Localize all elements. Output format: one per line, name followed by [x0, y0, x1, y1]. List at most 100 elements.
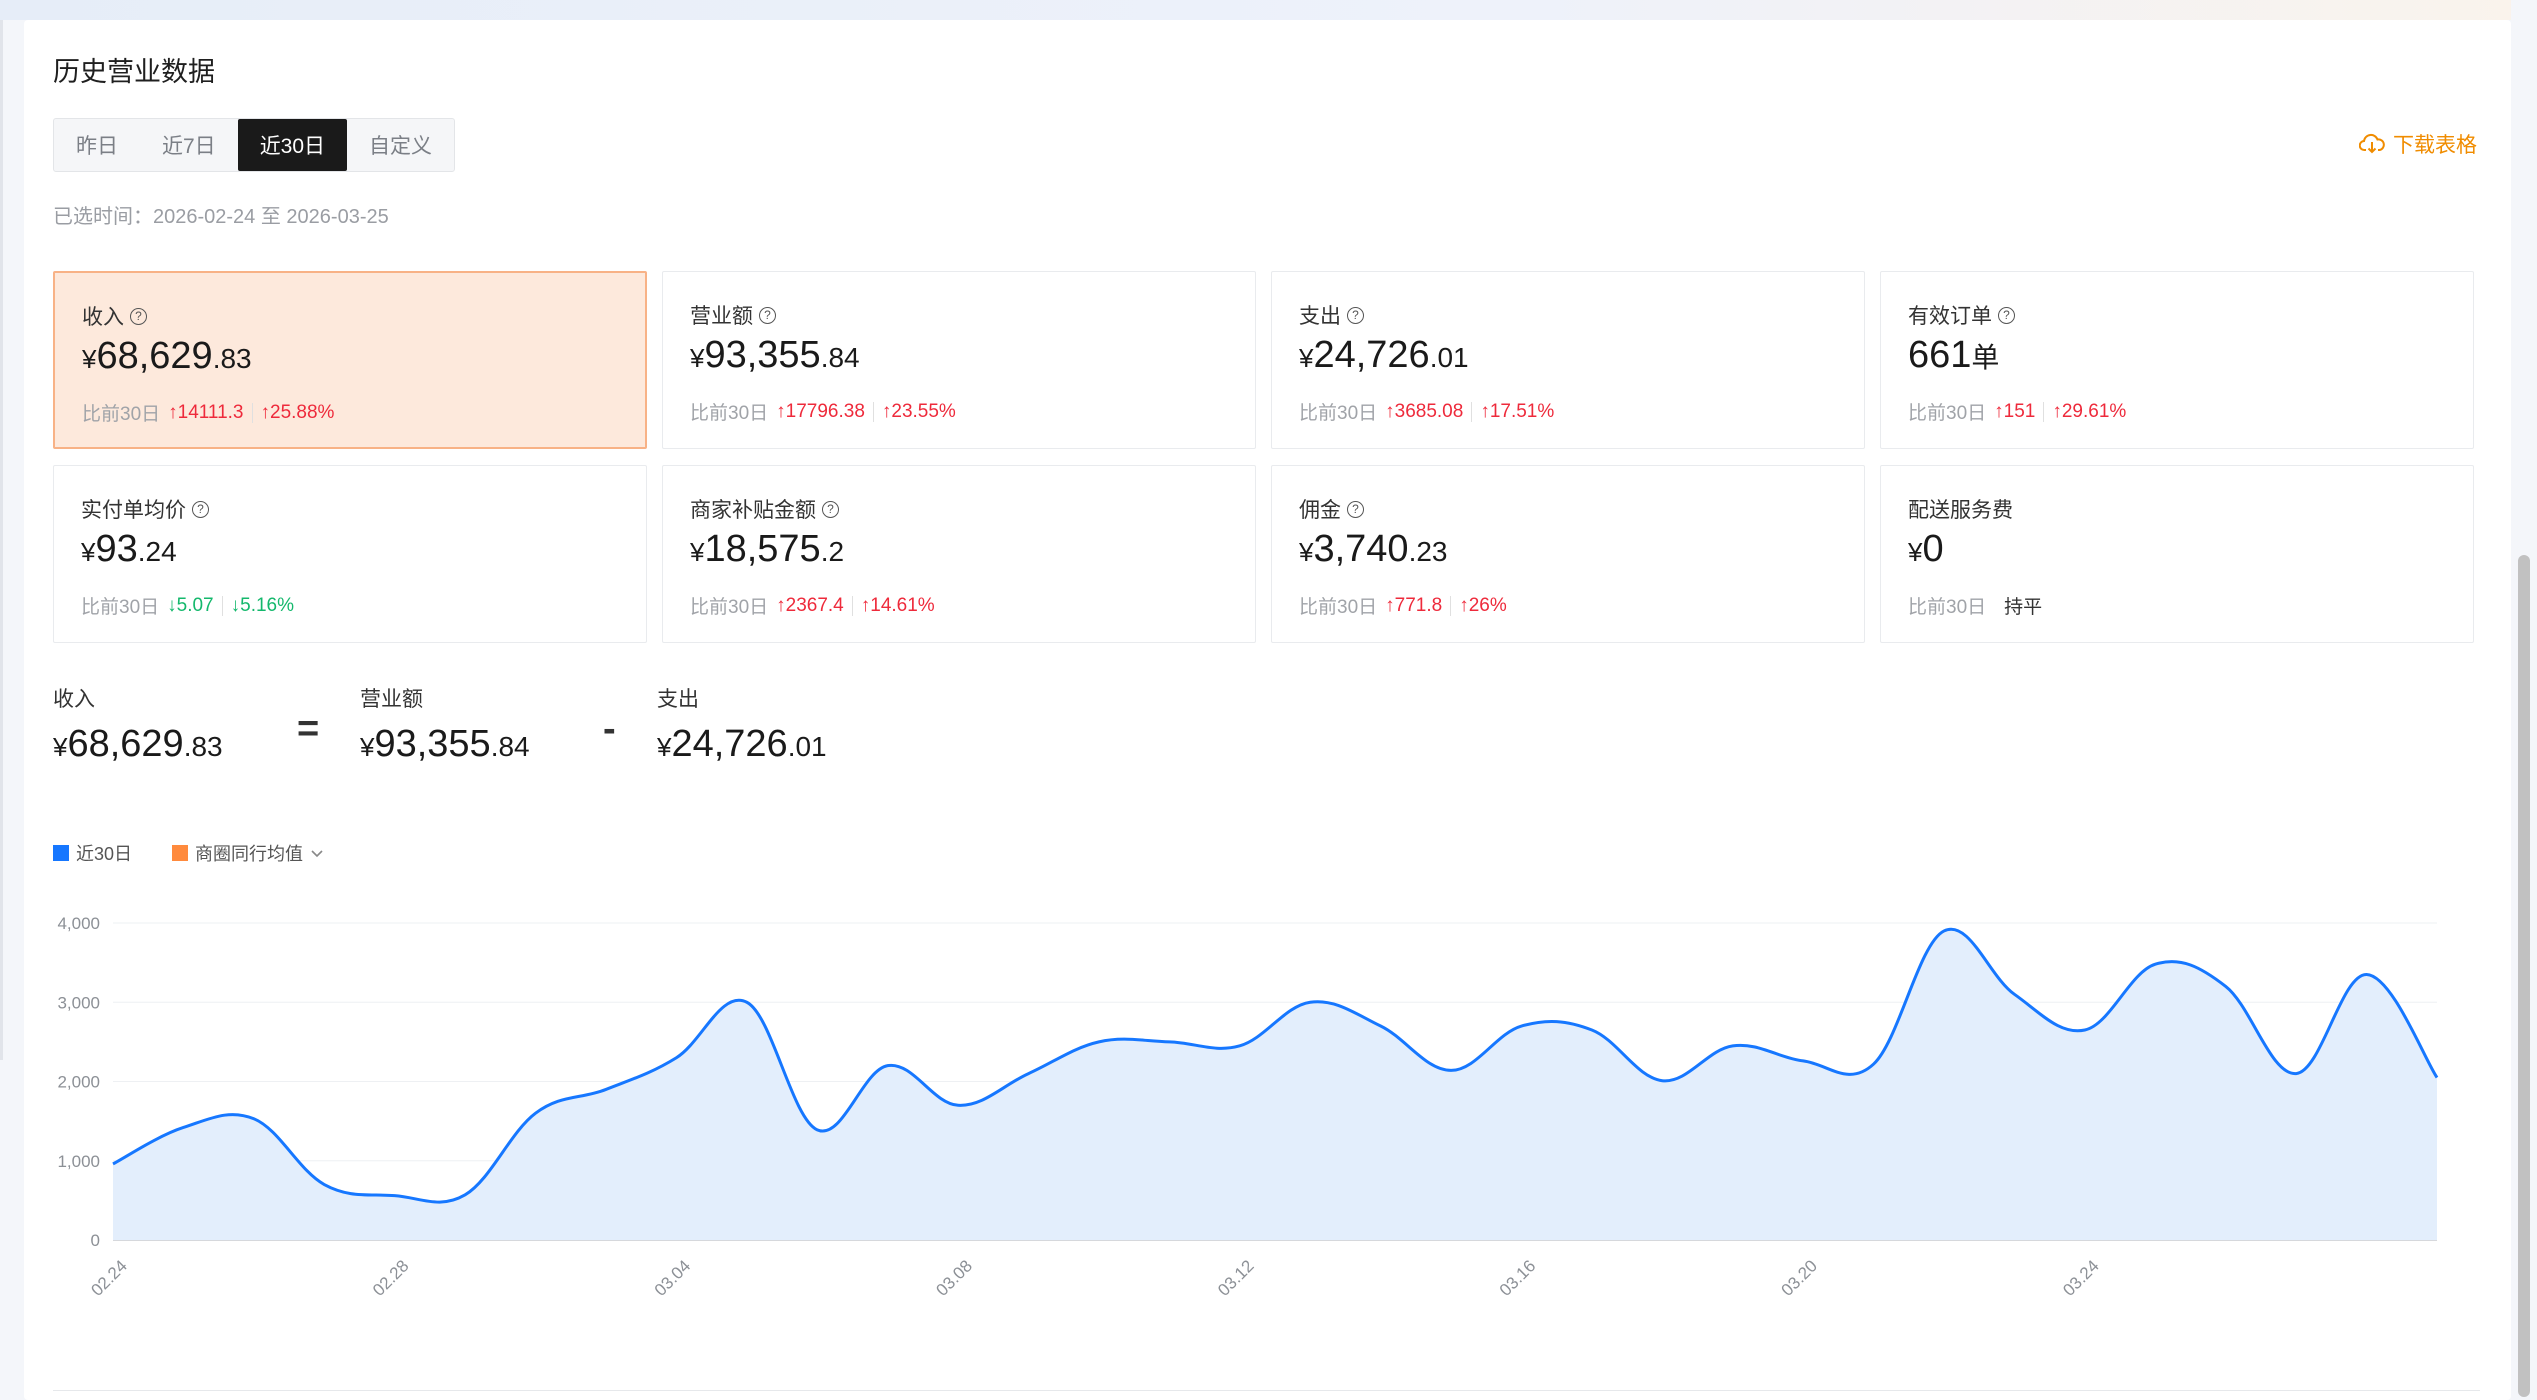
divider [851, 595, 853, 616]
legend-item-peer-average[interactable]: 商圈同行均值 [172, 840, 324, 866]
metric-value: ¥93.24 [81, 528, 177, 571]
compare-pct: ↑26% [1459, 594, 1507, 616]
compare-pct-value: 25.88% [270, 401, 335, 423]
compare-abs-value: 771.8 [1394, 594, 1443, 616]
chart-legend: 近30日 商圈同行均值 [53, 840, 324, 866]
selected-range: 已选时间：2026-02-24 至 2026-03-25 [53, 206, 389, 228]
left-edge [0, 20, 3, 1060]
minus-sign: - [603, 708, 616, 750]
value-decimal: .83 [212, 343, 252, 374]
metric-card-income[interactable]: 收入 ? ¥68,629.83 比前30日 ↑14111.3 ↑25.88% [53, 271, 647, 449]
tab-yesterday[interactable]: 昨日 [76, 135, 118, 158]
compare-label: 比前30日 [1908, 597, 1987, 618]
value-integer: 93 [95, 528, 138, 570]
metric-compare: 比前30日 ↑771.8 ↑26% [1299, 592, 1507, 619]
currency-symbol: ¥ [53, 732, 68, 762]
compare-abs: ↑14111.3 [168, 401, 244, 423]
help-icon[interactable]: ? [759, 306, 776, 324]
metric-card-expense[interactable]: 支出 ? ¥24,726.01 比前30日 ↑3685.08 ↑17.51% [1271, 271, 1865, 449]
legend-item-last-30-days[interactable]: 近30日 [53, 840, 132, 866]
currency-symbol: ¥ [657, 732, 672, 762]
metric-card-revenue[interactable]: 营业额 ? ¥93,355.84 比前30日 ↑17796.38 ↑23.55% [662, 271, 1256, 449]
help-icon[interactable]: ? [1347, 500, 1364, 518]
help-icon[interactable]: ? [1347, 306, 1364, 324]
x-tick-label: 03.16 [1496, 1256, 1540, 1300]
formula-revenue: 营业额 ¥93,355.84 [360, 683, 530, 766]
metric-compare: 比前30日 ↑14111.3 ↑25.88% [82, 399, 334, 426]
help-icon[interactable]: ? [822, 500, 839, 518]
metric-value: ¥18,575.2 [690, 528, 844, 571]
compare-label: 比前30日 [690, 597, 769, 618]
metric-label-wrap: 支出 ? [1299, 300, 1364, 330]
currency-symbol: ¥ [1299, 537, 1314, 567]
metric-compare: 比前30日 ↑2367.4 ↑14.61% [690, 592, 935, 619]
metric-card-valid-orders[interactable]: 有效订单 ? 661单 比前30日 ↑151 ↑29.61% [1880, 271, 2474, 449]
metric-card-delivery-fee[interactable]: 配送服务费 ¥0 比前30日 持平 [1880, 465, 2474, 643]
compare-abs-value: 3685.08 [1394, 400, 1464, 422]
help-icon[interactable]: ? [130, 307, 147, 325]
divider [1450, 595, 1452, 616]
series-area-fill [113, 929, 2437, 1240]
metric-card-merchant-subsidy[interactable]: 商家补贴金额 ? ¥18,575.2 比前30日 ↑2367.4 ↑14.61% [662, 465, 1256, 643]
metric-value: 661单 [1908, 334, 1999, 377]
compare-label: 比前30日 [82, 404, 161, 425]
currency-symbol: ¥ [1908, 537, 1923, 567]
series-line-last-30-days [112, 927, 2439, 1204]
formula-label: 收入 [53, 688, 95, 711]
value-decimal: .23 [1408, 536, 1448, 567]
page-title: 历史营业数据 [53, 57, 215, 87]
metric-compare: 比前30日 ↓5.07 ↓5.16% [81, 592, 294, 619]
currency-symbol: ¥ [82, 344, 97, 374]
x-tick-label: 02.24 [87, 1256, 131, 1300]
y-tick-label: 2,000 [57, 1073, 100, 1092]
compare-label: 比前30日 [1908, 403, 1987, 424]
compare-pct: ↓5.16% [230, 594, 294, 616]
compare-abs-value: 17796.38 [785, 400, 865, 422]
metric-label: 佣金 [1299, 499, 1341, 522]
compare-pct-value: 14.61% [870, 594, 935, 616]
value-decimal: .83 [183, 731, 223, 762]
compare-abs: ↑3685.08 [1385, 400, 1464, 422]
x-tick-label: 03.12 [1214, 1256, 1258, 1300]
value-integer: 24,726 [671, 723, 788, 765]
legend-swatch [53, 845, 69, 861]
compare-abs: ↑17796.38 [776, 400, 865, 422]
help-icon[interactable]: ? [192, 500, 209, 518]
currency-symbol: ¥ [690, 537, 705, 567]
compare-label: 比前30日 [1299, 597, 1378, 618]
compare-flat: 持平 [2004, 597, 2043, 618]
scrollbar-thumb[interactable] [2518, 555, 2530, 1397]
value-integer: 24,726 [1313, 334, 1430, 376]
currency-symbol: ¥ [360, 732, 375, 762]
metric-value: ¥93,355.84 [690, 334, 860, 377]
compare-label: 比前30日 [1299, 403, 1378, 424]
value-decimal: .24 [137, 536, 177, 567]
tab-custom[interactable]: 自定义 [369, 135, 433, 158]
x-tick-label: 03.04 [651, 1256, 695, 1300]
value-decimal: .01 [1429, 342, 1469, 373]
formula-value: ¥24,726.01 [657, 723, 827, 766]
compare-abs-value: 5.07 [176, 594, 214, 616]
value-integer: 661 [1908, 334, 1972, 376]
metric-label-wrap: 配送服务费 [1908, 494, 2013, 524]
metric-compare: 比前30日 ↑17796.38 ↑23.55% [690, 398, 956, 425]
value-integer: 93,355 [704, 334, 821, 376]
metric-label-wrap: 实付单均价 ? [81, 494, 209, 524]
value-integer: 3,740 [1313, 528, 1409, 570]
metric-compare: 比前30日 持平 [1908, 592, 2042, 619]
tab-last-30-days[interactable]: 近30日 [237, 119, 348, 171]
compare-label: 比前30日 [81, 597, 160, 618]
metric-label-wrap: 有效订单 ? [1908, 300, 2015, 330]
help-icon[interactable]: ? [1998, 306, 2015, 324]
y-tick-label: 0 [91, 1231, 100, 1250]
formula-label: 支出 [657, 688, 699, 711]
currency-symbol: ¥ [81, 537, 96, 567]
download-table-button[interactable]: 下载表格 [2359, 129, 2477, 159]
legend-swatch [172, 845, 189, 861]
tab-last-7-days[interactable]: 近7日 [162, 135, 216, 158]
value-integer: 93,355 [374, 723, 491, 765]
metric-card-avg-price[interactable]: 实付单均价 ? ¥93.24 比前30日 ↓5.07 ↓5.16% [53, 465, 647, 643]
metric-value: ¥24,726.01 [1299, 334, 1469, 377]
metric-card-commission[interactable]: 佣金 ? ¥3,740.23 比前30日 ↑771.8 ↑26% [1271, 465, 1865, 643]
compare-abs-value: 151 [2003, 400, 2036, 422]
